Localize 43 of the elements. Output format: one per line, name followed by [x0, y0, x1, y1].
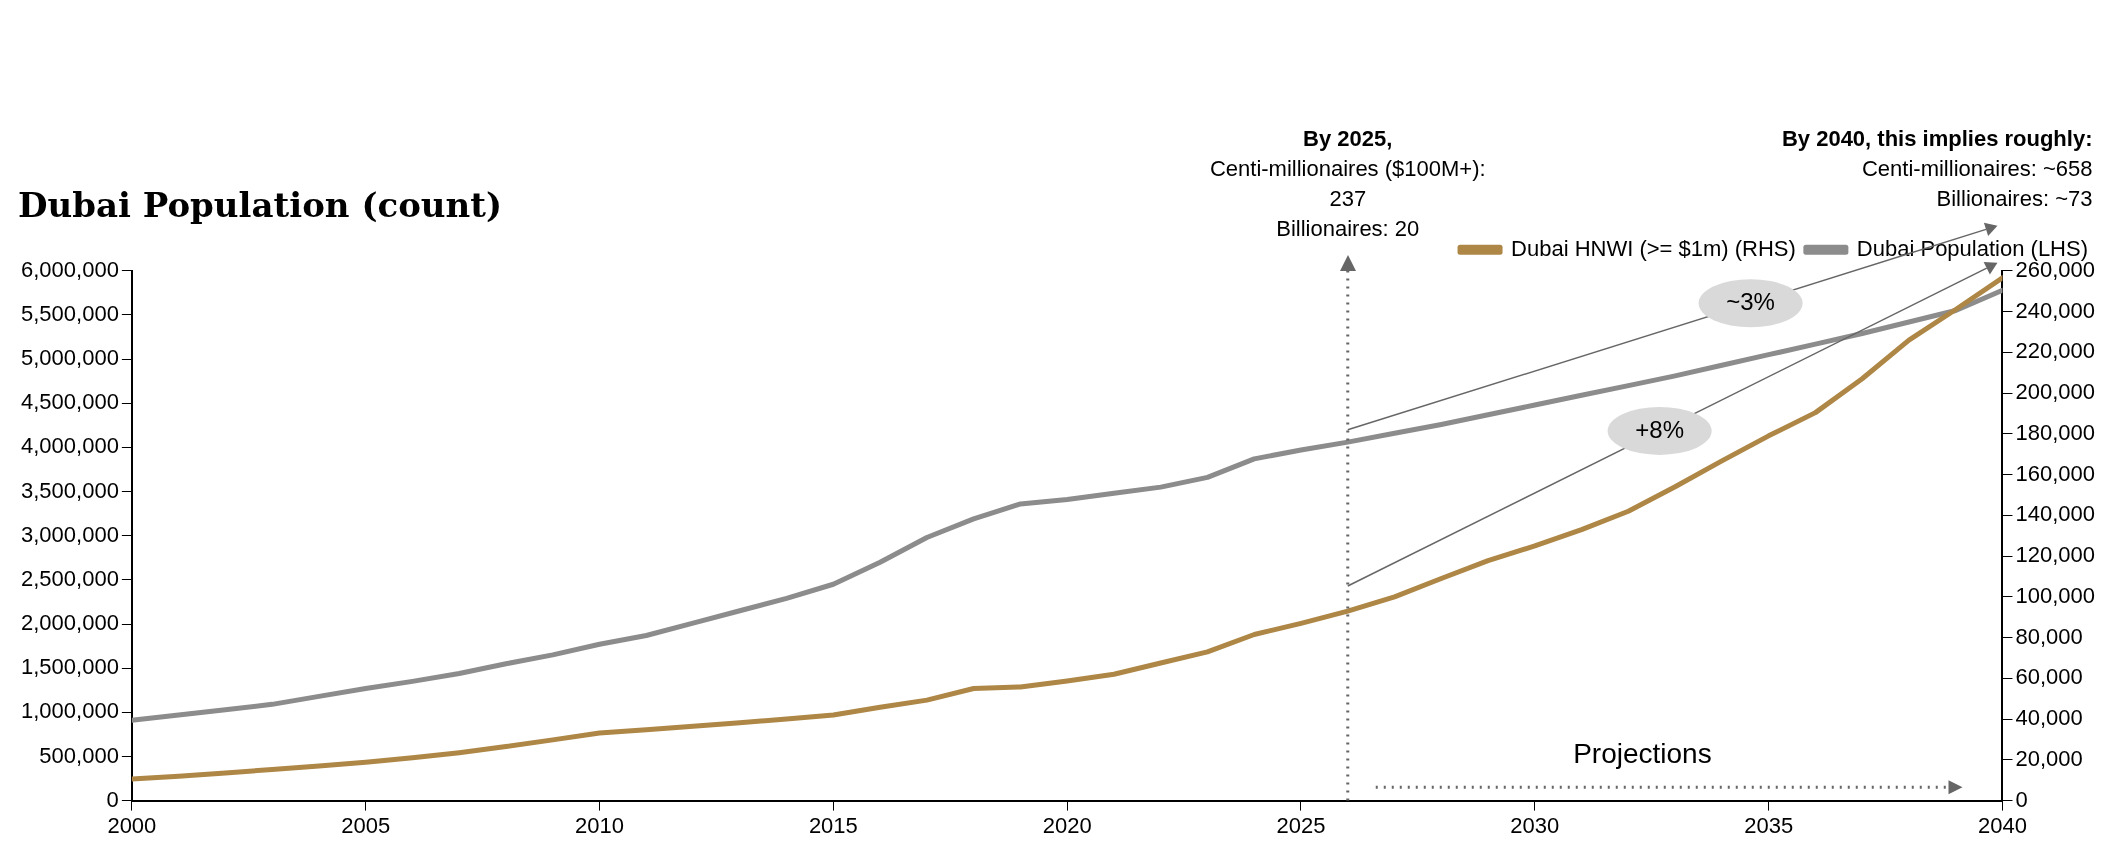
- y2-tick-label: 60,000: [2015, 664, 2083, 690]
- y2-tick-label: 160,000: [2015, 460, 2096, 486]
- y-tick-label: 2,500,000: [21, 565, 119, 591]
- annotation: ~3%: [1726, 287, 1775, 315]
- y2-tick-label: 220,000: [2015, 338, 2096, 364]
- x-tick-label: 2020: [1042, 812, 1092, 838]
- y-tick-label: 2,000,000: [21, 610, 119, 636]
- y-tick-label: 4,000,000: [21, 433, 119, 459]
- text: By 2025, Centi-millionaires ($100M+): 237 Billionaires: 20: [1209, 125, 1486, 241]
- chart-title: Dubai Population (count): [18, 185, 503, 226]
- y2-tick-label: 140,000: [2015, 501, 2096, 527]
- y2-tick-label: 0: [2015, 786, 2028, 812]
- legend-label: Dubai HNWI (>= $1m) (RHS): [1511, 235, 1796, 261]
- x-tick-label: 2040: [1978, 812, 2027, 838]
- y2-tick-label: 120,000: [2015, 542, 2096, 568]
- y-tick-label: 1,500,000: [21, 654, 119, 680]
- y2-tick-label: 100,000: [2015, 582, 2096, 608]
- x-tick-label: 2005: [341, 812, 391, 838]
- x-tick-label: 2025: [1276, 812, 1326, 838]
- y2-tick-label: 40,000: [2015, 705, 2083, 731]
- y2-tick-label: 240,000: [2015, 297, 2096, 323]
- y2-tick-label: 180,000: [2015, 419, 2096, 445]
- y2-tick-label: 200,000: [2015, 379, 2096, 405]
- y2-tick-label: 20,000: [2015, 745, 2083, 771]
- y-tick-label: 500,000: [39, 742, 119, 768]
- y-tick-label: 3,500,000: [21, 477, 119, 503]
- y-tick-label: 6,000,000: [21, 256, 119, 282]
- x-tick-label: 2015: [808, 812, 858, 838]
- y-tick-label: 5,000,000: [21, 345, 119, 371]
- x-tick-label: 2010: [575, 812, 624, 838]
- y-tick-label: 4,500,000: [21, 389, 119, 415]
- x-tick-label: 2035: [1744, 812, 1794, 838]
- y-tick-label: 5,500,000: [21, 301, 119, 327]
- annotation: Projections: [1573, 738, 1712, 770]
- x-tick-label: 2030: [1510, 812, 1560, 838]
- y-tick-label: 1,000,000: [21, 698, 119, 724]
- y-tick-label: 0: [106, 786, 119, 812]
- y2-tick-label: 80,000: [2015, 623, 2083, 649]
- y-tick-label: 3,000,000: [21, 521, 119, 547]
- legend-label: Dubai Population (LHS): [1856, 235, 2089, 261]
- annotation: +8%: [1635, 415, 1684, 443]
- text: By 2040, this implies roughly: Centi-millionaires: ~658 Billionaires: ~73: [1781, 125, 2093, 211]
- x-tick-label: 2000: [107, 812, 157, 838]
